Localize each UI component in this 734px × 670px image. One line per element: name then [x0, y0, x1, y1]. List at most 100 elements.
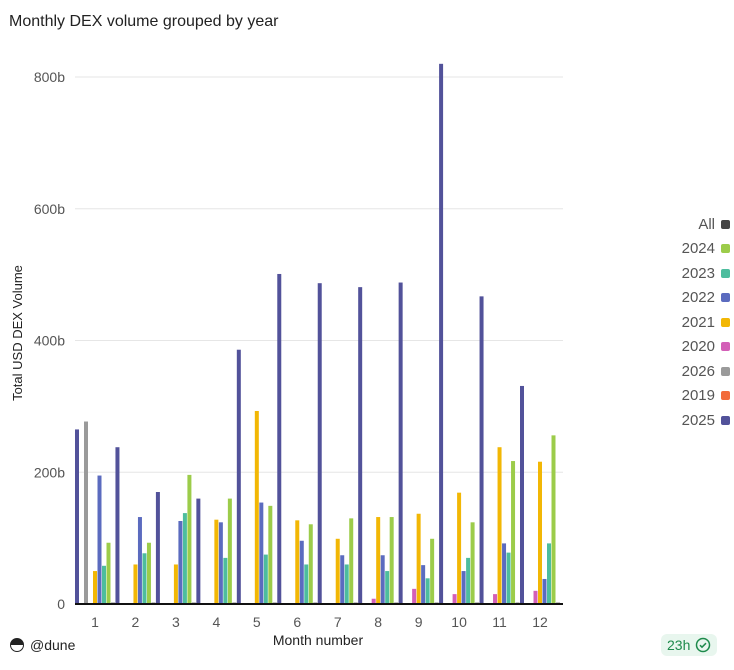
- bar-2024-month-3: [187, 474, 192, 604]
- legend-label: 2024: [681, 240, 715, 258]
- bar-2024-month-11: [511, 461, 516, 604]
- bar-2024-month-12: [551, 435, 556, 604]
- bar-2025-month-9: [398, 282, 403, 604]
- bar-2024-month-2: [146, 542, 151, 604]
- bar-2020-month-10: [452, 594, 457, 604]
- legend-swatch: [721, 293, 730, 303]
- bar-2025-month-3: [155, 492, 160, 604]
- legend-item-2024[interactable]: 2024: [640, 237, 730, 262]
- dune-logo-icon: [10, 638, 24, 652]
- bar-2021-month-11: [497, 447, 502, 604]
- bar-2023-month-5: [263, 554, 268, 604]
- x-axis-label: Month number: [273, 632, 364, 648]
- bar-2022-month-11: [502, 543, 507, 604]
- bar-2025-month-4: [196, 498, 201, 604]
- bar-2021-month-2: [133, 564, 138, 604]
- bar-2022-month-12: [542, 578, 547, 604]
- refresh-label: 23h: [667, 637, 691, 653]
- bar-2021-month-10: [457, 492, 462, 604]
- bar-2023-month-8: [385, 571, 390, 604]
- y-axis-label: Total USD DEX Volume: [10, 265, 25, 401]
- x-tick-label: 9: [415, 614, 423, 630]
- legend-item-2025[interactable]: 2025: [640, 408, 730, 433]
- legend-item-2019[interactable]: 2019: [640, 384, 730, 409]
- bar-2021-month-4: [214, 519, 219, 604]
- legend: All 2024 2023 2022 2021 2020 2026 2019 2025: [640, 212, 730, 433]
- bar-2024-month-6: [308, 524, 313, 604]
- bar-2022-month-6: [299, 540, 304, 604]
- legend-item-2022[interactable]: 2022: [640, 286, 730, 311]
- bar-2025-month-12: [520, 385, 524, 604]
- bar-2024-month-4: [227, 498, 232, 604]
- chart-title: Monthly DEX volume grouped by year: [9, 13, 279, 30]
- y-tick-label: 400b: [34, 333, 65, 349]
- bar-2023-month-6: [304, 564, 309, 604]
- legend-item-2020[interactable]: 2020: [640, 335, 730, 360]
- legend-swatch: [721, 317, 730, 327]
- legend-label: 2021: [681, 313, 715, 331]
- bar-2022-month-5: [259, 502, 264, 604]
- y-tick-label: 600b: [34, 201, 65, 217]
- bar-2022-month-1: [97, 475, 102, 604]
- bar-2024-month-8: [389, 517, 394, 604]
- legend-swatch: [721, 268, 730, 278]
- bar-2020-month-11: [493, 594, 498, 604]
- bar-2025-month-8: [358, 287, 363, 604]
- bar-2024-month-1: [106, 542, 111, 604]
- bar-2023-month-9: [425, 578, 430, 604]
- bar-2025-month-10: [439, 63, 444, 604]
- legend-item-2026[interactable]: 2026: [640, 359, 730, 384]
- y-tick-label: 200b: [34, 464, 65, 480]
- legend-label: 2020: [681, 338, 715, 356]
- bar-2025-month-2: [115, 447, 120, 604]
- x-tick-label: 4: [212, 614, 220, 630]
- bar-2023-month-4: [223, 557, 228, 604]
- refresh-badge[interactable]: 23h: [661, 634, 718, 656]
- legend-label: 2026: [681, 362, 715, 380]
- legend-item-All[interactable]: All: [640, 212, 730, 237]
- bar-2021-month-1: [93, 571, 97, 604]
- y-tick-label: 800b: [34, 69, 65, 85]
- legend-swatch: [721, 219, 730, 229]
- bar-2023-month-2: [142, 553, 147, 604]
- legend-label: 2022: [681, 289, 715, 307]
- bar-2021-month-3: [173, 564, 178, 604]
- legend-swatch: [721, 244, 730, 254]
- bar-2021-month-12: [538, 461, 542, 604]
- bar-2022-month-3: [178, 520, 183, 604]
- check-circle-icon: [696, 637, 711, 653]
- legend-item-2023[interactable]: 2023: [640, 261, 730, 286]
- x-tick-label: 12: [532, 614, 548, 630]
- legend-swatch: [721, 342, 730, 352]
- bar-2023-month-1: [102, 565, 106, 604]
- bar-2020-month-8: [371, 598, 376, 604]
- bar-2024-month-9: [430, 538, 435, 604]
- legend-label: 2023: [681, 264, 715, 282]
- legend-swatch: [721, 391, 730, 401]
- bar-2023-month-3: [182, 513, 187, 604]
- legend-swatch: [721, 415, 730, 425]
- bar-2021-month-6: [295, 520, 300, 604]
- bar-2024-month-5: [268, 505, 273, 604]
- bar-2022-month-10: [461, 571, 466, 604]
- legend-swatch: [721, 366, 730, 376]
- bar-2024-month-10: [470, 522, 475, 604]
- bar-2022-month-9: [421, 565, 426, 604]
- bar-2021-month-9: [416, 513, 421, 604]
- bar-2025-month-7: [317, 283, 322, 604]
- y-tick-label: 0: [57, 596, 65, 612]
- x-tick-label: 7: [334, 614, 342, 630]
- legend-label: 2019: [681, 387, 715, 405]
- brand[interactable]: @dune: [10, 637, 75, 653]
- bar-2020-month-12: [533, 590, 538, 604]
- legend-item-2021[interactable]: 2021: [640, 310, 730, 335]
- bar-2022-month-7: [340, 555, 345, 604]
- legend-label: All: [698, 215, 715, 233]
- bar-2021-month-8: [376, 517, 381, 604]
- bar-2023-month-10: [466, 557, 471, 604]
- bar-2021-month-7: [335, 538, 340, 604]
- bar-2023-month-7: [344, 564, 349, 604]
- bar-2022-month-8: [380, 555, 385, 604]
- bar-2023-month-12: [547, 543, 551, 604]
